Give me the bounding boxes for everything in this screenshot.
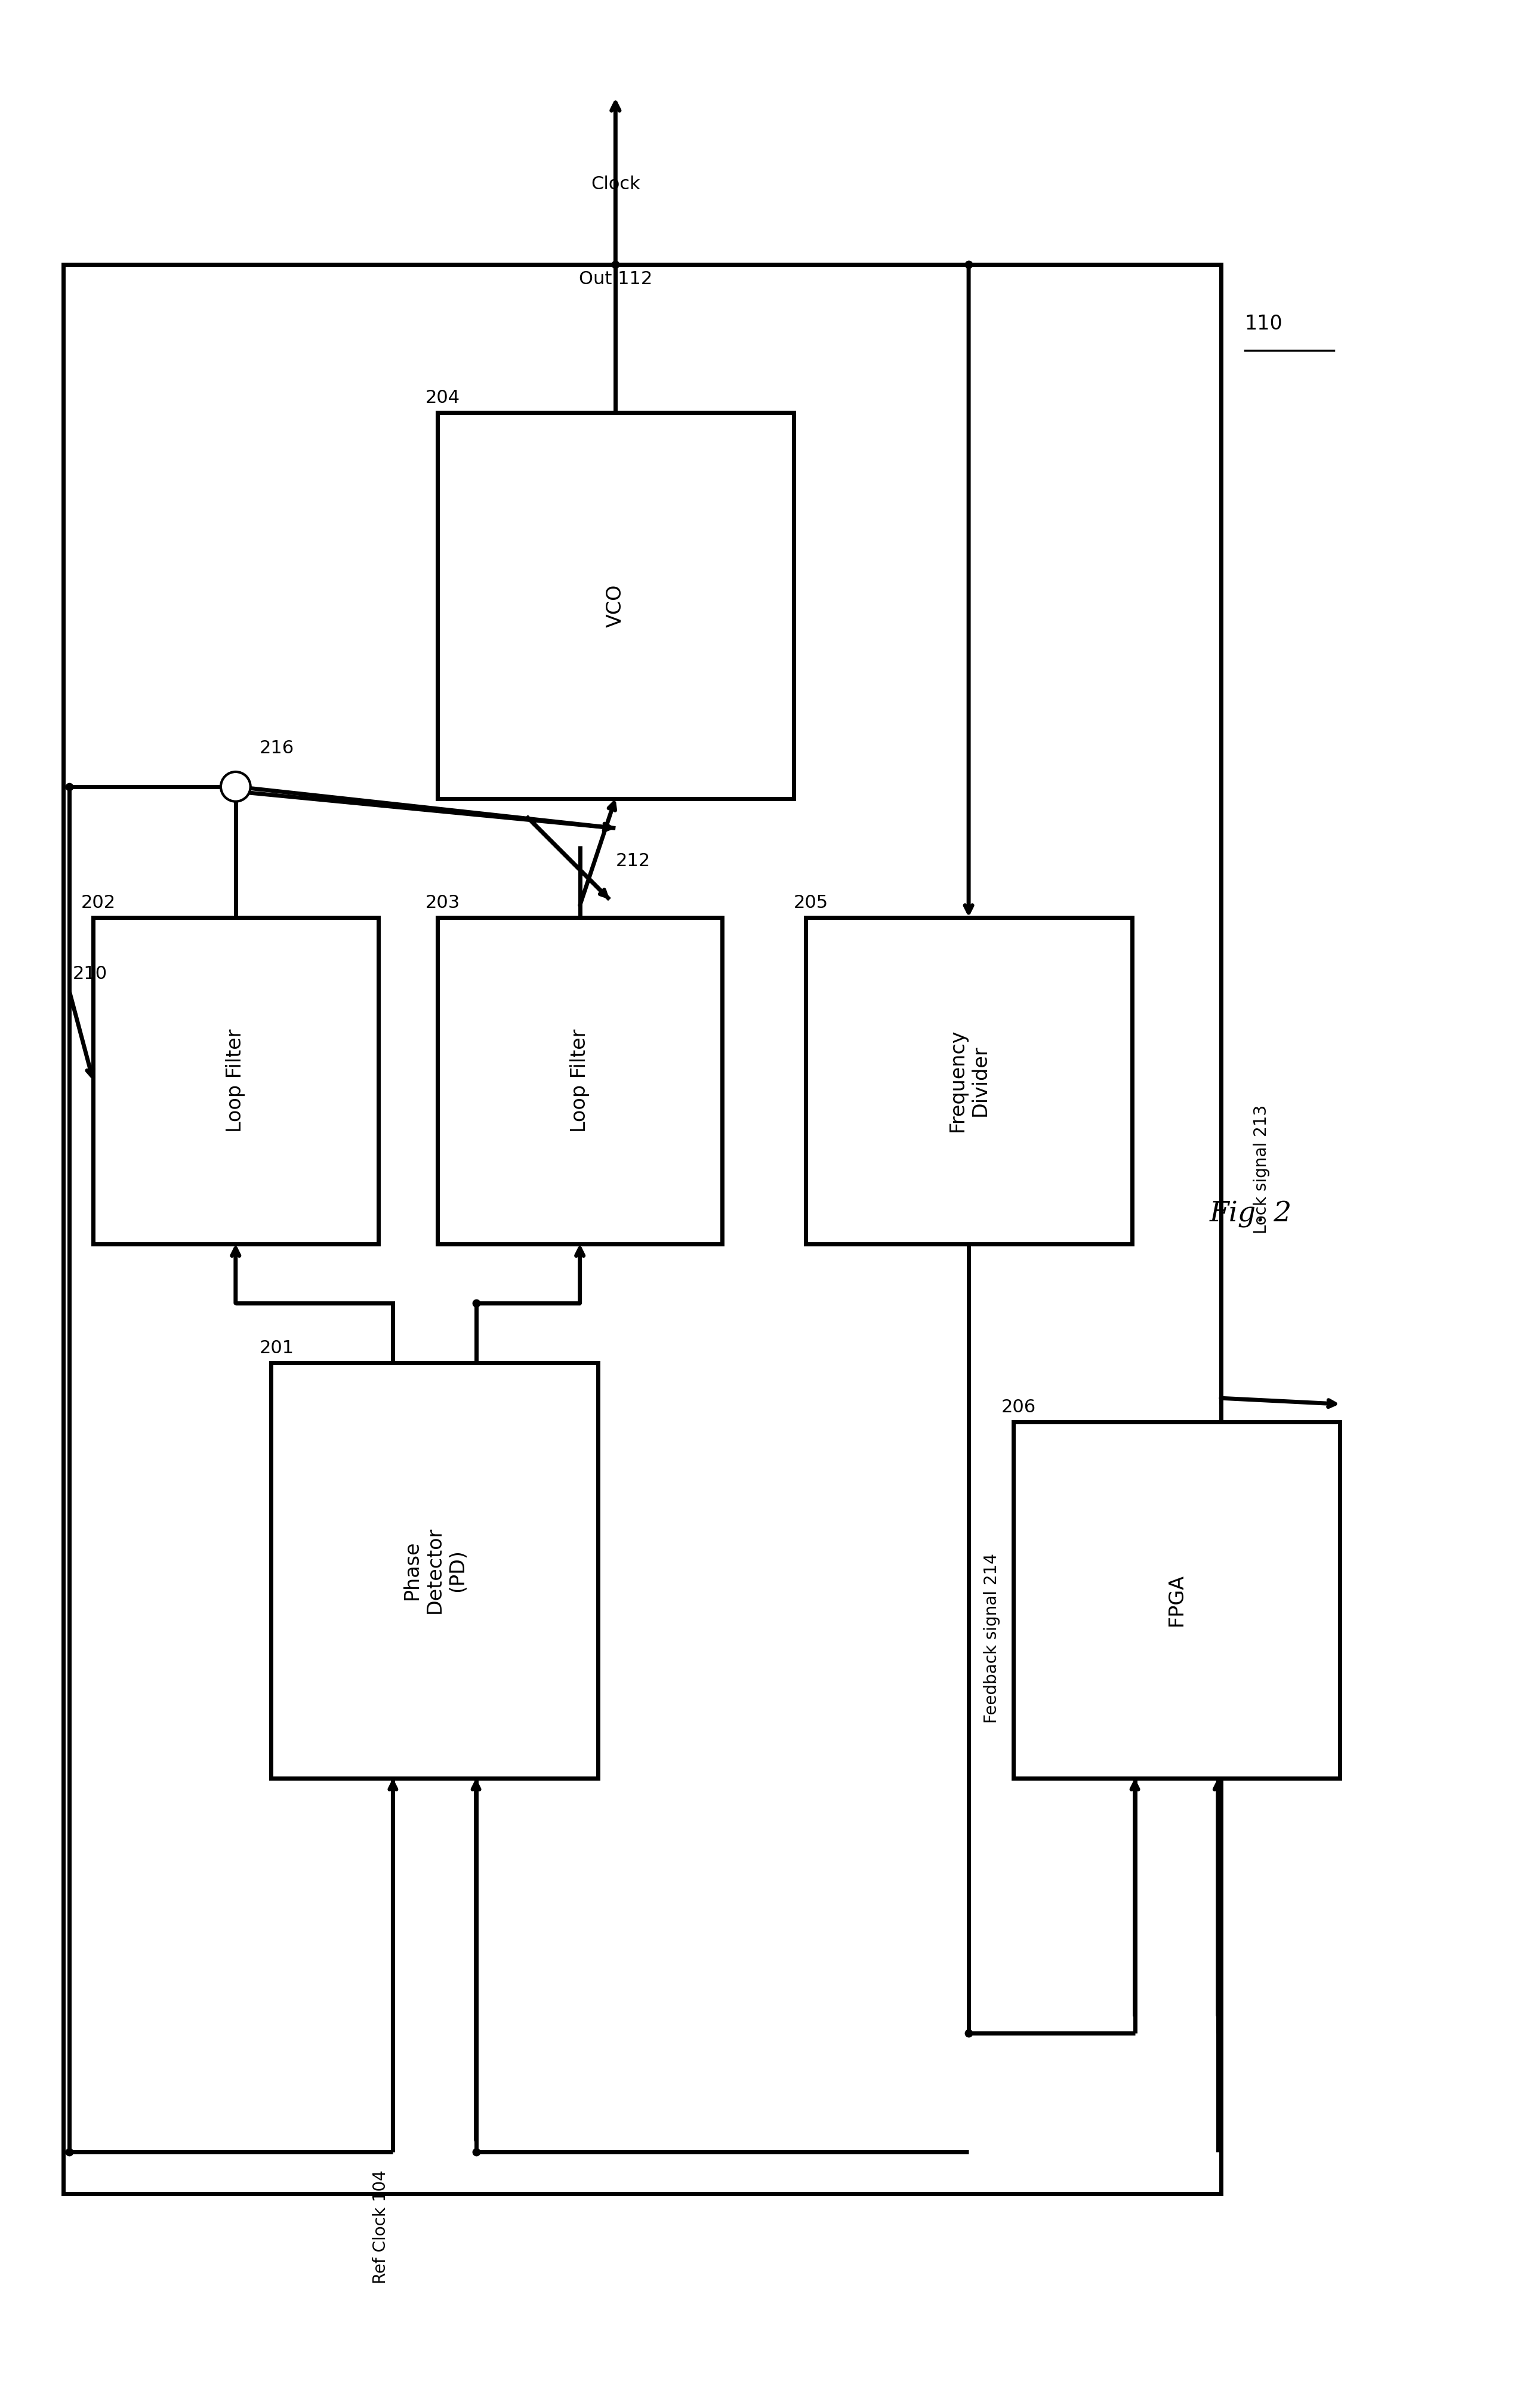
Bar (437, 917, 722, 1245)
Bar (64, 265, 1221, 2194)
Bar (806, 917, 1132, 1245)
Text: 202: 202 (81, 893, 116, 910)
Text: Ref Clock 104: Ref Clock 104 (372, 2170, 388, 2283)
Text: FPGA: FPGA (1167, 1575, 1186, 1625)
Text: Loop Filter: Loop Filter (570, 1028, 589, 1132)
Text: Out 112: Out 112 (579, 270, 652, 289)
Text: VCO: VCO (606, 585, 626, 626)
Text: 204: 204 (425, 390, 460, 407)
Text: Clock: Clock (591, 176, 640, 193)
Text: 212: 212 (615, 852, 650, 869)
Text: 206: 206 (1001, 1399, 1036, 1416)
Text: 205: 205 (793, 893, 829, 910)
Bar (437, 412, 793, 799)
Text: Fig. 2: Fig. 2 (1209, 1202, 1292, 1228)
Text: Lock signal 213: Lock signal 213 (1253, 1105, 1270, 1233)
Circle shape (221, 773, 250, 802)
Text: 110: 110 (1244, 313, 1282, 332)
Text: 201: 201 (259, 1339, 294, 1356)
Bar (93, 917, 378, 1245)
Text: 203: 203 (425, 893, 460, 910)
Text: Frequency
Divider: Frequency Divider (947, 1028, 990, 1132)
Bar (271, 1363, 597, 1777)
Text: Phase
Detector
(PD): Phase Detector (PD) (402, 1527, 468, 1613)
Text: 210: 210 (73, 966, 107, 982)
Bar (1013, 1421, 1340, 1777)
Text: Loop Filter: Loop Filter (225, 1028, 245, 1132)
Text: 216: 216 (259, 739, 294, 756)
Text: Feedback signal 214: Feedback signal 214 (984, 1553, 1001, 1724)
